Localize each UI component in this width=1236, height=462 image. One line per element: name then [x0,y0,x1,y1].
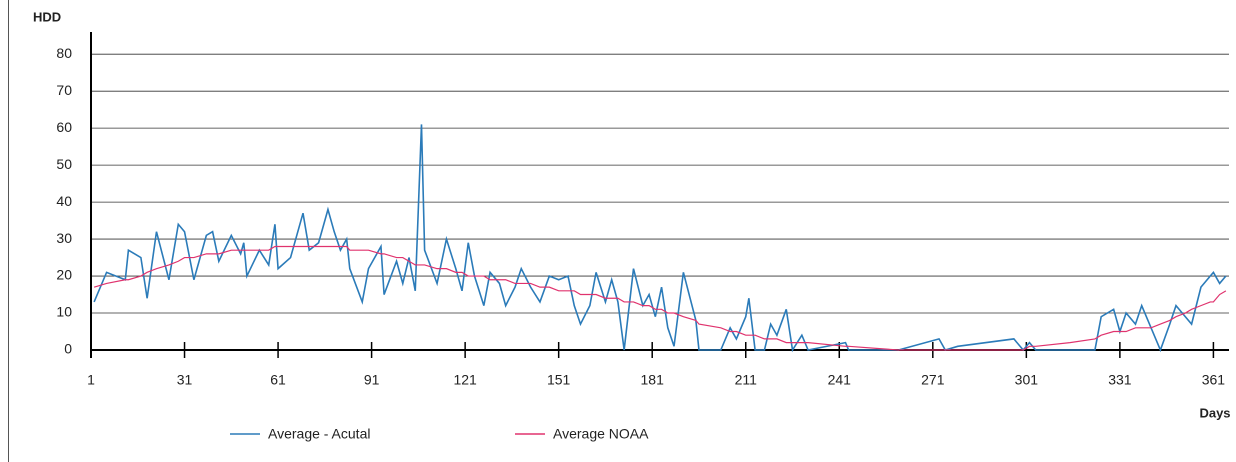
y-axis-title: HDD [33,9,61,24]
y-tick-label: 80 [56,45,72,61]
x-tick-label: 61 [270,372,286,388]
legend-label: Average - Acutal [268,426,370,442]
x-tick-label: 211 [735,372,758,388]
legend-label: Average NOAA [553,426,649,442]
y-tick-label: 10 [56,304,72,320]
x-tick-label: 31 [177,372,193,388]
x-tick-label: 91 [364,372,380,388]
y-tick-label: 30 [56,230,72,246]
x-tick-label: 121 [453,372,477,388]
series-line [93,245,1227,351]
series-line [93,124,1227,353]
x-axis-title: Days [1199,405,1230,420]
y-tick-label: 40 [56,193,72,209]
x-tick-label: 151 [547,372,571,388]
y-tick-label: 20 [56,267,72,283]
y-tick-label: 60 [56,119,72,135]
y-tick-label: 50 [56,156,72,172]
y-tick-label: 70 [56,82,72,98]
x-tick-label: 241 [828,372,852,388]
y-tick-label: 0 [64,341,72,357]
x-tick-label: 271 [921,372,945,388]
x-tick-label: 301 [1015,372,1039,388]
x-tick-label: 361 [1202,372,1226,388]
x-tick-label: 181 [641,372,665,388]
x-tick-label: 331 [1108,372,1132,388]
x-tick-label: 1 [87,372,95,388]
